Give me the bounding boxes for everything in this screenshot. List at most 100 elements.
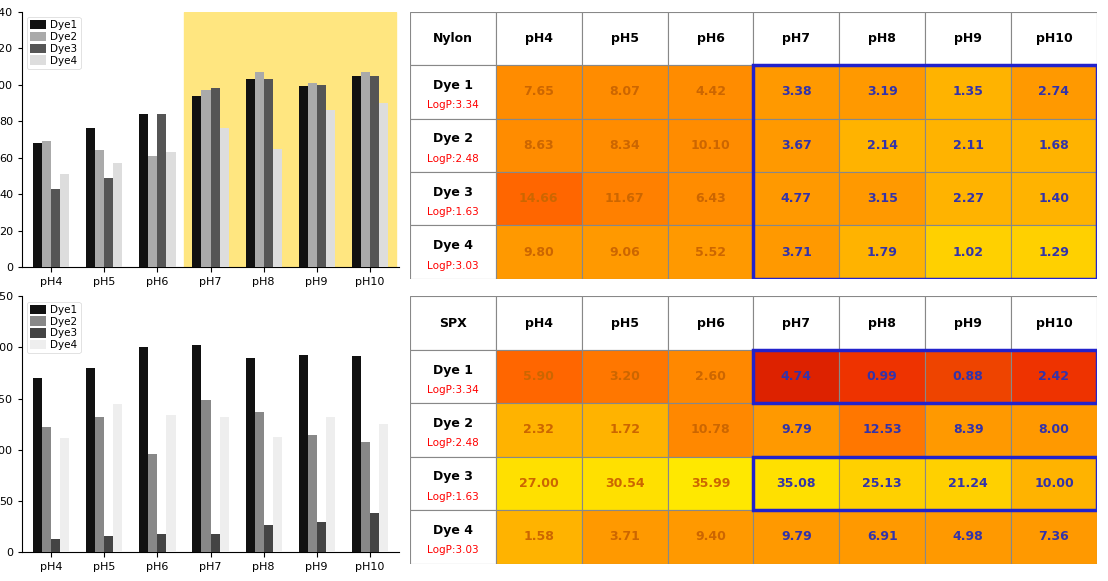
Bar <box>753 510 840 564</box>
Text: 10.00: 10.00 <box>1034 477 1074 490</box>
Bar <box>193 345 202 552</box>
Bar <box>273 149 281 267</box>
Text: 14.66: 14.66 <box>519 192 558 205</box>
Bar <box>840 225 925 279</box>
Bar <box>410 119 496 172</box>
Bar <box>496 172 582 225</box>
Text: 10.10: 10.10 <box>690 139 730 152</box>
Bar <box>753 403 840 457</box>
Bar <box>582 296 667 350</box>
Bar <box>753 65 840 119</box>
Text: 3.67: 3.67 <box>781 139 812 152</box>
Text: 2.60: 2.60 <box>695 370 726 383</box>
Text: SPX: SPX <box>439 317 466 329</box>
Bar <box>840 457 925 510</box>
Text: 35.99: 35.99 <box>690 477 730 490</box>
Text: Dye 3: Dye 3 <box>433 186 473 199</box>
Bar <box>667 403 753 457</box>
Text: 12.53: 12.53 <box>862 424 902 436</box>
Bar <box>140 347 148 552</box>
Text: 8.07: 8.07 <box>609 85 640 98</box>
Text: pH9: pH9 <box>954 32 982 45</box>
Text: Dye 2: Dye 2 <box>433 417 473 430</box>
Bar <box>298 354 308 552</box>
Text: 3.19: 3.19 <box>866 85 897 98</box>
Bar <box>1010 403 1097 457</box>
Bar <box>410 457 496 510</box>
Bar <box>667 172 753 225</box>
Bar <box>86 128 95 267</box>
Text: 2.74: 2.74 <box>1038 85 1069 98</box>
Text: 1.58: 1.58 <box>523 530 554 543</box>
Bar <box>582 65 667 119</box>
Bar <box>410 350 496 403</box>
Bar <box>1010 12 1097 65</box>
Bar <box>925 225 1012 279</box>
Text: 3.71: 3.71 <box>781 246 812 259</box>
Bar <box>753 350 1097 403</box>
Text: 1.72: 1.72 <box>609 424 640 436</box>
Bar <box>840 119 925 172</box>
Text: 0.88: 0.88 <box>953 370 984 383</box>
Text: pH8: pH8 <box>869 317 896 329</box>
Bar <box>113 404 123 552</box>
Text: 1.79: 1.79 <box>866 246 897 259</box>
Bar <box>51 189 60 267</box>
Bar <box>925 510 1012 564</box>
Text: pH10: pH10 <box>1036 32 1073 45</box>
Text: Dye 4: Dye 4 <box>433 524 473 537</box>
Bar <box>361 72 370 267</box>
Bar <box>496 296 582 350</box>
Bar <box>308 83 317 267</box>
Text: 9.79: 9.79 <box>781 424 812 436</box>
Bar <box>410 296 496 350</box>
Bar <box>925 457 1012 510</box>
Bar <box>410 510 496 564</box>
Text: 10.78: 10.78 <box>690 424 730 436</box>
Bar <box>317 522 326 552</box>
Text: 3.20: 3.20 <box>609 370 640 383</box>
Bar <box>370 76 379 267</box>
Bar <box>113 163 123 267</box>
Bar <box>582 172 667 225</box>
Text: 3.15: 3.15 <box>866 192 897 205</box>
Bar <box>211 88 219 267</box>
Text: 0.99: 0.99 <box>866 370 897 383</box>
Bar <box>582 510 667 564</box>
Text: 4.74: 4.74 <box>781 370 812 383</box>
Text: 1.02: 1.02 <box>953 246 984 259</box>
Bar <box>667 510 753 564</box>
Text: 3.71: 3.71 <box>609 530 640 543</box>
Bar <box>496 65 582 119</box>
Bar <box>193 96 202 267</box>
Text: pH8: pH8 <box>869 32 896 45</box>
Text: 2.27: 2.27 <box>953 192 984 205</box>
Text: 35.08: 35.08 <box>777 477 817 490</box>
Bar <box>925 119 1012 172</box>
Bar <box>264 525 273 552</box>
Bar <box>219 128 228 267</box>
Text: Dye 1: Dye 1 <box>433 79 473 92</box>
Bar <box>351 76 361 267</box>
Bar <box>753 457 840 510</box>
Bar <box>667 350 753 403</box>
Text: 8.39: 8.39 <box>953 424 984 436</box>
Text: 2.11: 2.11 <box>953 139 984 152</box>
Text: 9.79: 9.79 <box>781 530 812 543</box>
Bar <box>753 172 840 225</box>
Text: LogP:3.34: LogP:3.34 <box>427 100 479 110</box>
Legend: Dye1, Dye2, Dye3, Dye4: Dye1, Dye2, Dye3, Dye4 <box>28 302 81 353</box>
Text: 5.90: 5.90 <box>523 370 554 383</box>
Bar <box>1010 296 1097 350</box>
Bar <box>667 12 753 65</box>
Bar <box>496 457 582 510</box>
Text: LogP:3.03: LogP:3.03 <box>427 260 479 271</box>
Bar <box>104 178 113 267</box>
Text: 8.00: 8.00 <box>1038 424 1069 436</box>
Text: 21.24: 21.24 <box>948 477 988 490</box>
Bar <box>667 225 753 279</box>
Bar <box>202 90 211 267</box>
Text: Nylon: Nylon <box>433 32 473 45</box>
Text: 2.14: 2.14 <box>866 139 897 152</box>
Text: 1.40: 1.40 <box>1038 192 1069 205</box>
